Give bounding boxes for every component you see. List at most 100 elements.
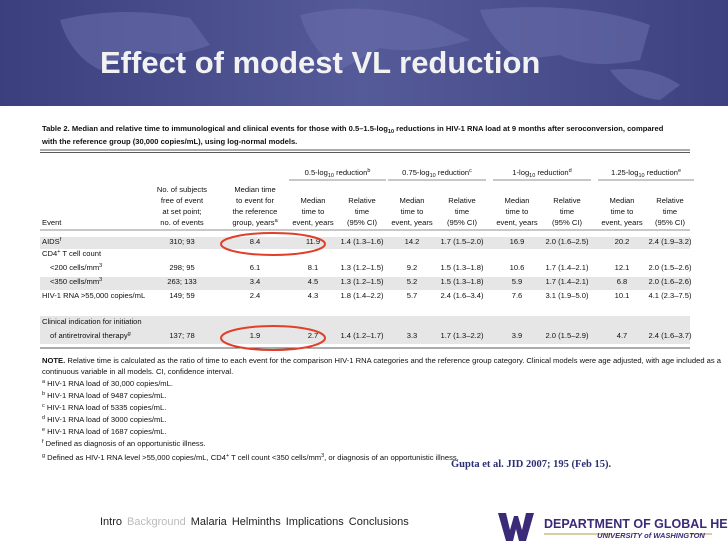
table-cell: 1.4 (1.3–1.6) xyxy=(340,237,384,246)
text-line: event, years xyxy=(391,218,433,227)
logo-mark xyxy=(498,513,534,541)
superscript: 3 xyxy=(99,277,102,283)
table-cell: 2.0 (1.5–2.6) xyxy=(648,263,692,272)
text-run: Relative time is calculated as the ratio… xyxy=(65,356,722,365)
superscript: b xyxy=(42,391,45,397)
superscript: c xyxy=(469,168,472,174)
superscript: d xyxy=(569,168,572,174)
text-line: (95% CI) xyxy=(655,218,685,227)
table-cell: 5.7 xyxy=(407,291,418,300)
table-cell: 10.1 xyxy=(615,291,630,300)
highlight-ring xyxy=(220,232,326,256)
superscript: 3 xyxy=(99,263,102,269)
table-cell: 6.8 xyxy=(617,277,628,286)
table-cell: 2.0 (1.6–2.6) xyxy=(648,277,692,286)
text-run: HIV-1 RNA load of 1687 copies/mL. xyxy=(45,427,167,436)
table-cell: 1.7 (1.4–2.1) xyxy=(545,277,589,286)
text-line: HIV-1 RNA >55,000 copies/mL xyxy=(42,291,145,300)
table-cell: 2.4 (1.6–3.4) xyxy=(440,291,484,300)
text-line: the reference xyxy=(233,207,278,216)
superscript: + xyxy=(226,453,229,459)
table: Table 2. Median and relative time to imm… xyxy=(40,124,722,462)
table-cell: 2.4 xyxy=(250,291,261,300)
table-cell: 2.7 xyxy=(308,331,319,340)
text-line: (95% CI) xyxy=(447,218,477,227)
text-run: free of event xyxy=(161,196,204,205)
table-cell: 149; 59 xyxy=(169,291,194,300)
table-cell: 1.7 (1.4–2.1) xyxy=(545,263,589,272)
text-line: b​ HIV-1 RNA load of 9487 copies/mL. xyxy=(42,391,167,400)
text-line: free of event xyxy=(161,196,204,205)
text-run: time xyxy=(560,207,574,216)
text-line: Relative xyxy=(656,196,683,205)
table-cell: 137; 78 xyxy=(169,331,194,340)
text-run: NOTE. xyxy=(42,356,65,365)
subscript: 10 xyxy=(328,173,334,179)
superscript: b xyxy=(367,168,370,174)
logo-department: DEPARTMENT OF GLOBAL HEALTH xyxy=(544,517,728,531)
nav-item[interactable]: Implications xyxy=(286,516,345,528)
table-cell: 3.1 (1.9–5.0) xyxy=(545,291,589,300)
superscript: f xyxy=(42,439,44,445)
superscript: g xyxy=(128,331,131,337)
text-run: Median xyxy=(505,196,530,205)
text-line: Median xyxy=(301,196,326,205)
text-run: to event for xyxy=(236,196,274,205)
text-run: HIV-1 RNA load of 3000 copies/mL. xyxy=(45,415,167,424)
table-cell: 6.1 xyxy=(250,263,261,272)
table-cell: 2.0 (1.5–2.9) xyxy=(545,331,589,340)
nav-item[interactable]: Helminths xyxy=(232,516,281,528)
text-run: (95% CI) xyxy=(655,218,685,227)
table-cell: 3.3 xyxy=(407,331,418,340)
superscript: 3 xyxy=(321,453,324,459)
text-run: event, years xyxy=(292,218,334,227)
text-line: Median time xyxy=(234,185,275,194)
text-line: NOTE. Relative time is calculated as the… xyxy=(42,356,722,365)
superscript: d xyxy=(42,415,45,421)
text-run: reduction xyxy=(334,168,367,177)
table-cell: 4.3 xyxy=(308,291,319,300)
text-run: with the reference group (30,000 copies/… xyxy=(41,137,297,146)
text-run: time xyxy=(663,207,677,216)
table-cell: 8.4 xyxy=(250,237,261,246)
table-cell: 5.9 xyxy=(512,277,523,286)
table-cell: 5.2 xyxy=(407,277,418,286)
nav-item[interactable]: Malaria xyxy=(191,516,228,528)
text-line: time to xyxy=(611,207,634,216)
nav-item[interactable]: Conclusions xyxy=(349,516,409,528)
text-run: Relative xyxy=(348,196,375,205)
text-run: 0.5-log xyxy=(305,168,328,177)
text-run: reduction xyxy=(645,168,678,177)
text-run: Median and relative time to immunologica… xyxy=(70,124,389,133)
text-line: 1.25-log10​ reductione​ xyxy=(611,168,681,179)
text-line: of antiretroviral therapyg​ xyxy=(50,331,131,340)
text-line: (95% CI) xyxy=(552,218,582,227)
table-cell: 10.6 xyxy=(510,263,525,272)
text-line: Relative xyxy=(448,196,475,205)
text-line: Table 2. Median and relative time to imm… xyxy=(42,124,664,135)
text-line: 1-log10​ reductiond​ xyxy=(512,168,571,179)
nav-item[interactable]: Background xyxy=(127,516,186,528)
text-run: group, years xyxy=(232,218,274,227)
text-run: Median xyxy=(301,196,326,205)
row-shade xyxy=(40,316,690,344)
citation: Gupta et al. JID 2007; 195 (Feb 15). xyxy=(451,459,611,470)
text-run: HIV-1 RNA >55,000 copies/mL xyxy=(42,291,145,300)
text-line: time xyxy=(663,207,677,216)
nav-item[interactable]: Intro xyxy=(100,516,122,528)
text-line: d​ HIV-1 RNA load of 3000 copies/mL. xyxy=(42,415,167,424)
text-line: g​ Defined as HIV-1 RNA level >55,000 co… xyxy=(42,453,459,462)
text-line: (95% CI) xyxy=(347,218,377,227)
text-line: event, years xyxy=(601,218,643,227)
table-cell: 1.5 (1.3–1.8) xyxy=(440,277,484,286)
logo-university: UNIVERSITY of WASHINGTON xyxy=(597,531,705,540)
text-run: at set point; xyxy=(162,207,201,216)
text-run: 1.25-log xyxy=(611,168,638,177)
table-cell: 4.1 (2.3–7.5) xyxy=(648,291,692,300)
text-line: No. of subjects xyxy=(157,185,207,194)
table-cell: 2.4 (1.9–3.2) xyxy=(648,237,692,246)
text-run: (95% CI) xyxy=(447,218,477,227)
table-cell: 263; 133 xyxy=(167,277,197,286)
subscript: 10 xyxy=(430,173,436,179)
superscript: + xyxy=(57,249,60,255)
